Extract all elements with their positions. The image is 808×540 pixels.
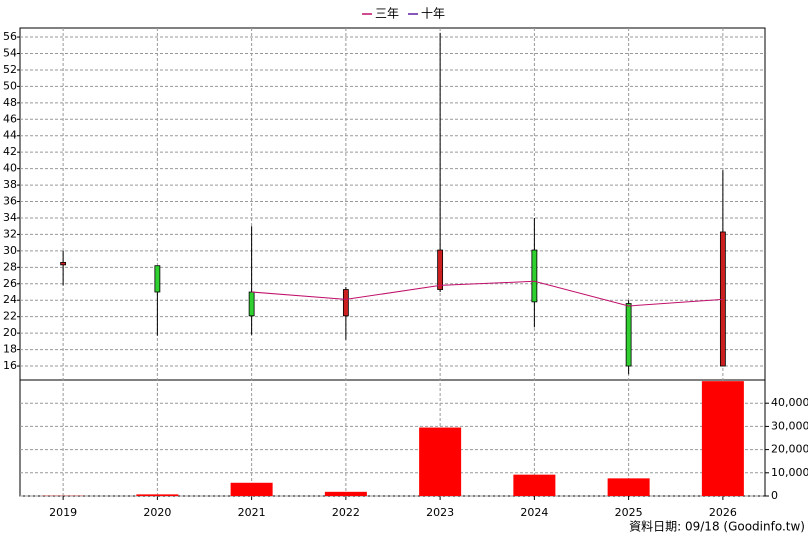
y-tick-label: 30	[3, 244, 17, 257]
candle-body	[437, 249, 444, 290]
x-tick-label: 2019	[49, 506, 77, 519]
y-tick-label: 24	[3, 293, 17, 306]
x-tick-label: 2023	[426, 506, 454, 519]
candle-body	[154, 265, 161, 293]
ma-line	[251, 280, 723, 307]
y-tick-label: 28	[3, 260, 17, 273]
y-tick-label: 48	[3, 96, 17, 109]
y2-tick-label: 0	[771, 489, 778, 502]
y-tick-label: 34	[3, 211, 17, 224]
volume-bar	[419, 427, 462, 496]
y-tick-label: 40	[3, 162, 17, 175]
candle-body	[625, 303, 632, 367]
x-tick-label: 2024	[520, 506, 548, 519]
y-tick-label: 20	[3, 326, 17, 339]
candle-body	[60, 261, 67, 266]
y-tick-label: 56	[3, 30, 17, 43]
y-tick-label: 50	[3, 79, 17, 92]
y-tick-label: 54	[3, 46, 17, 59]
volume-bar	[607, 478, 650, 496]
volume-bar	[701, 381, 744, 496]
footer: 資料日期: 09/18 (Goodinfo.tw)	[629, 520, 805, 534]
y2-tick-label: 40,000	[771, 396, 808, 409]
candle-body	[342, 289, 349, 317]
volume-bar	[513, 474, 556, 496]
plot-frame	[19, 27, 766, 497]
y-tick-label: 52	[3, 63, 17, 76]
legend-label: 十年	[421, 7, 445, 21]
y2-tick-label: 20,000	[771, 443, 808, 456]
y-tick-label: 46	[3, 112, 17, 125]
legend-label: 三年	[375, 7, 399, 21]
y-tick-label: 18	[3, 343, 17, 356]
y-tick-label: 16	[3, 359, 17, 372]
y-tick-label: 36	[3, 195, 17, 208]
y2-tick-label: 10,000	[771, 466, 808, 479]
volume-bar	[230, 482, 273, 496]
y-tick-label: 38	[3, 178, 17, 191]
x-tick-label: 2022	[332, 506, 360, 519]
y-tick-label: 26	[3, 277, 17, 290]
x-tick-label: 2026	[709, 506, 737, 519]
y-tick-label: 22	[3, 310, 17, 323]
candle-body	[531, 249, 538, 303]
y-tick-label: 32	[3, 227, 17, 240]
volume-bar	[136, 494, 179, 496]
x-tick-label: 2021	[238, 506, 266, 519]
y-tick-label: 42	[3, 145, 17, 158]
y2-tick-label: 30,000	[771, 419, 808, 432]
x-tick-label: 2025	[615, 506, 643, 519]
candle-body	[719, 231, 726, 367]
volume-bar	[324, 491, 367, 496]
y-tick-label: 44	[3, 129, 17, 142]
candle-body	[248, 291, 255, 317]
x-tick-label: 2020	[143, 506, 171, 519]
